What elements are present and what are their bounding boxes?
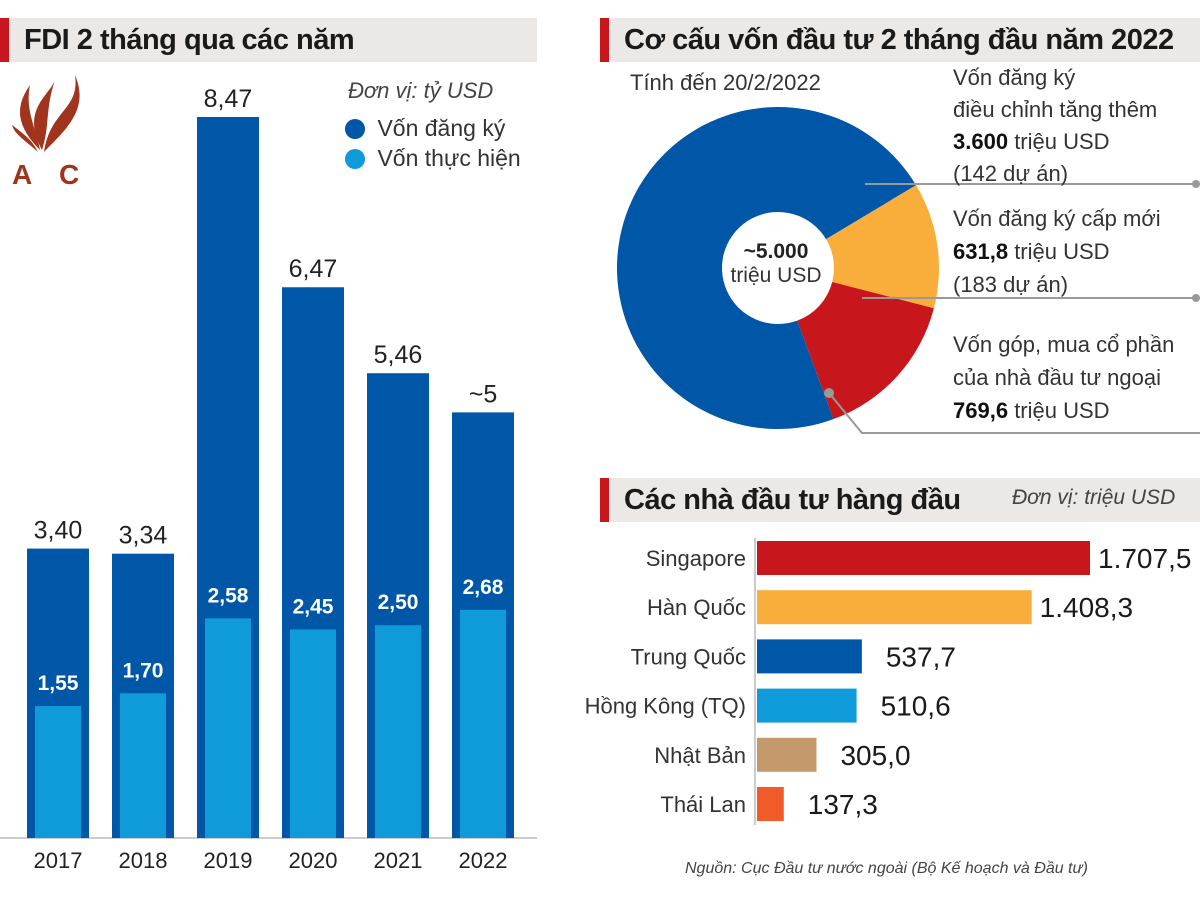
bar-Hồng Kông (TQ) bbox=[757, 688, 857, 723]
slice-unit: triệu USD bbox=[1014, 239, 1110, 264]
legend-item-disbursed: Vốn thực hiện bbox=[345, 145, 521, 172]
structure-title-bar: Cơ cấu vốn đầu tư 2 tháng đầu năm 2022 bbox=[600, 18, 1200, 62]
slice-unit: triệu USD bbox=[1014, 398, 1110, 423]
category-label: Hàn Quốc bbox=[647, 595, 746, 620]
bar-Trung Quốc bbox=[757, 639, 862, 674]
data-label-disbursed: 1,70 bbox=[123, 659, 164, 682]
fdi-chart-title: FDI 2 tháng qua các năm bbox=[24, 24, 355, 56]
value-label: 137,3 bbox=[808, 789, 878, 820]
slice-label-adjusted: Vốn đăng ký điều chỉnh tăng thêm 3.600 t… bbox=[953, 62, 1157, 190]
bar-Hàn Quốc bbox=[757, 590, 1032, 625]
structure-chart-title: Cơ cấu vốn đầu tư 2 tháng đầu năm 2022 bbox=[624, 24, 1174, 56]
donut-slice-0 bbox=[617, 107, 917, 429]
value-label: 510,6 bbox=[881, 691, 951, 722]
donut-slice-2 bbox=[797, 281, 934, 420]
bar-disbursed-2019 bbox=[205, 618, 251, 838]
bar-disbursed-2018 bbox=[120, 693, 166, 838]
source-note: Nguồn: Cục Đầu tư nước ngoài (Bộ Kế hoạc… bbox=[685, 860, 1088, 877]
fdi-title-bar: FDI 2 tháng qua các năm bbox=[0, 18, 537, 62]
bar-disbursed-2022 bbox=[460, 609, 506, 838]
x-tick-label: 2020 bbox=[289, 848, 338, 873]
x-tick-label: 2019 bbox=[204, 848, 253, 873]
structure-subtitle: Tính đến 20/2/2022 bbox=[630, 70, 821, 95]
data-label-disbursed: 1,55 bbox=[38, 672, 79, 695]
legend-label: Vốn thực hiện bbox=[377, 145, 521, 171]
data-label-registered: 5,46 bbox=[374, 341, 423, 369]
data-label-disbursed: 2,68 bbox=[463, 576, 504, 599]
label-line: Vốn đăng ký bbox=[953, 65, 1076, 90]
slice-value: 769,6 bbox=[953, 398, 1009, 423]
category-label: Trung Quốc bbox=[631, 644, 746, 669]
value-label: 1.707,5 bbox=[1098, 543, 1191, 574]
label-line: Vốn đăng ký cấp mới bbox=[953, 206, 1161, 231]
data-label-registered: 6,47 bbox=[289, 255, 338, 283]
slice-label-new: Vốn đăng ký cấp mới 631,8 triệu USD (183… bbox=[953, 202, 1161, 301]
slice-value: 631,8 bbox=[953, 239, 1009, 264]
legend-label: Vốn đăng ký bbox=[377, 115, 506, 141]
donut-center: ~5.000 triệu USD bbox=[722, 240, 830, 288]
x-tick-label: 2018 bbox=[119, 848, 168, 873]
category-label: Thái Lan bbox=[660, 792, 746, 817]
category-label: Singapore bbox=[646, 546, 746, 571]
bar-disbursed-2017 bbox=[35, 706, 81, 838]
slice-note: (142 dự án) bbox=[953, 161, 1069, 186]
slice-unit: triệu USD bbox=[1014, 129, 1110, 154]
data-label-registered: 8,47 bbox=[204, 85, 253, 113]
legend-item-registered: Vốn đăng ký bbox=[345, 115, 505, 142]
slice-note: (183 dự án) bbox=[953, 272, 1069, 297]
bar-Nhật Bản bbox=[757, 737, 817, 772]
data-label-registered: 3,34 bbox=[119, 522, 168, 550]
label-line: điều chỉnh tăng thêm bbox=[953, 97, 1158, 122]
label-line: của nhà đầu tư ngoại bbox=[953, 365, 1162, 390]
data-label-disbursed: 2,50 bbox=[378, 591, 419, 614]
data-label-registered: 3,40 bbox=[34, 517, 83, 545]
investors-title-bar: Các nhà đầu tư hàng đầu bbox=[600, 478, 1200, 522]
legend-dot-icon bbox=[345, 118, 365, 139]
data-label-disbursed: 2,45 bbox=[293, 595, 334, 618]
bar-Singapore bbox=[757, 541, 1090, 575]
investors-chart-title: Các nhà đầu tư hàng đầu bbox=[624, 484, 961, 516]
leader-dot bbox=[824, 388, 834, 398]
svg-text:A C C: A C C bbox=[12, 159, 100, 190]
category-label: Nhật Bản bbox=[654, 743, 746, 768]
data-label-registered: ~5 bbox=[469, 380, 498, 408]
bar-Thái Lan bbox=[757, 787, 784, 821]
slice-value: 3.600 bbox=[953, 129, 1009, 154]
donut-slice-1 bbox=[826, 185, 940, 309]
category-label: Hồng Kông (TQ) bbox=[585, 694, 746, 719]
investors-unit: Đơn vị: triệu USD bbox=[1012, 486, 1176, 509]
leader-dot bbox=[1192, 180, 1200, 188]
bar-disbursed-2021 bbox=[375, 625, 421, 838]
value-label: 1.408,3 bbox=[1040, 592, 1133, 623]
x-tick-label: 2021 bbox=[374, 848, 423, 873]
x-tick-label: 2022 bbox=[459, 848, 508, 873]
donut-total-unit: triệu USD bbox=[730, 264, 822, 287]
x-tick-label: 2017 bbox=[34, 848, 83, 873]
value-label: 305,0 bbox=[840, 740, 910, 771]
value-label: 537,7 bbox=[886, 641, 956, 672]
legend-dot-icon bbox=[345, 148, 365, 169]
label-line: Vốn góp, mua cổ phần bbox=[953, 332, 1175, 357]
donut-total: ~5.000 bbox=[743, 240, 809, 263]
acc-logo: A C C bbox=[12, 75, 100, 190]
bar-disbursed-2020 bbox=[290, 629, 336, 838]
leader-line bbox=[828, 392, 1200, 434]
fdi-unit: Đơn vị: tỷ USD bbox=[348, 78, 494, 103]
leader-dot bbox=[1192, 294, 1200, 302]
slice-label-equity: Vốn góp, mua cổ phần của nhà đầu tư ngoạ… bbox=[953, 328, 1174, 427]
data-label-disbursed: 2,58 bbox=[208, 584, 249, 607]
